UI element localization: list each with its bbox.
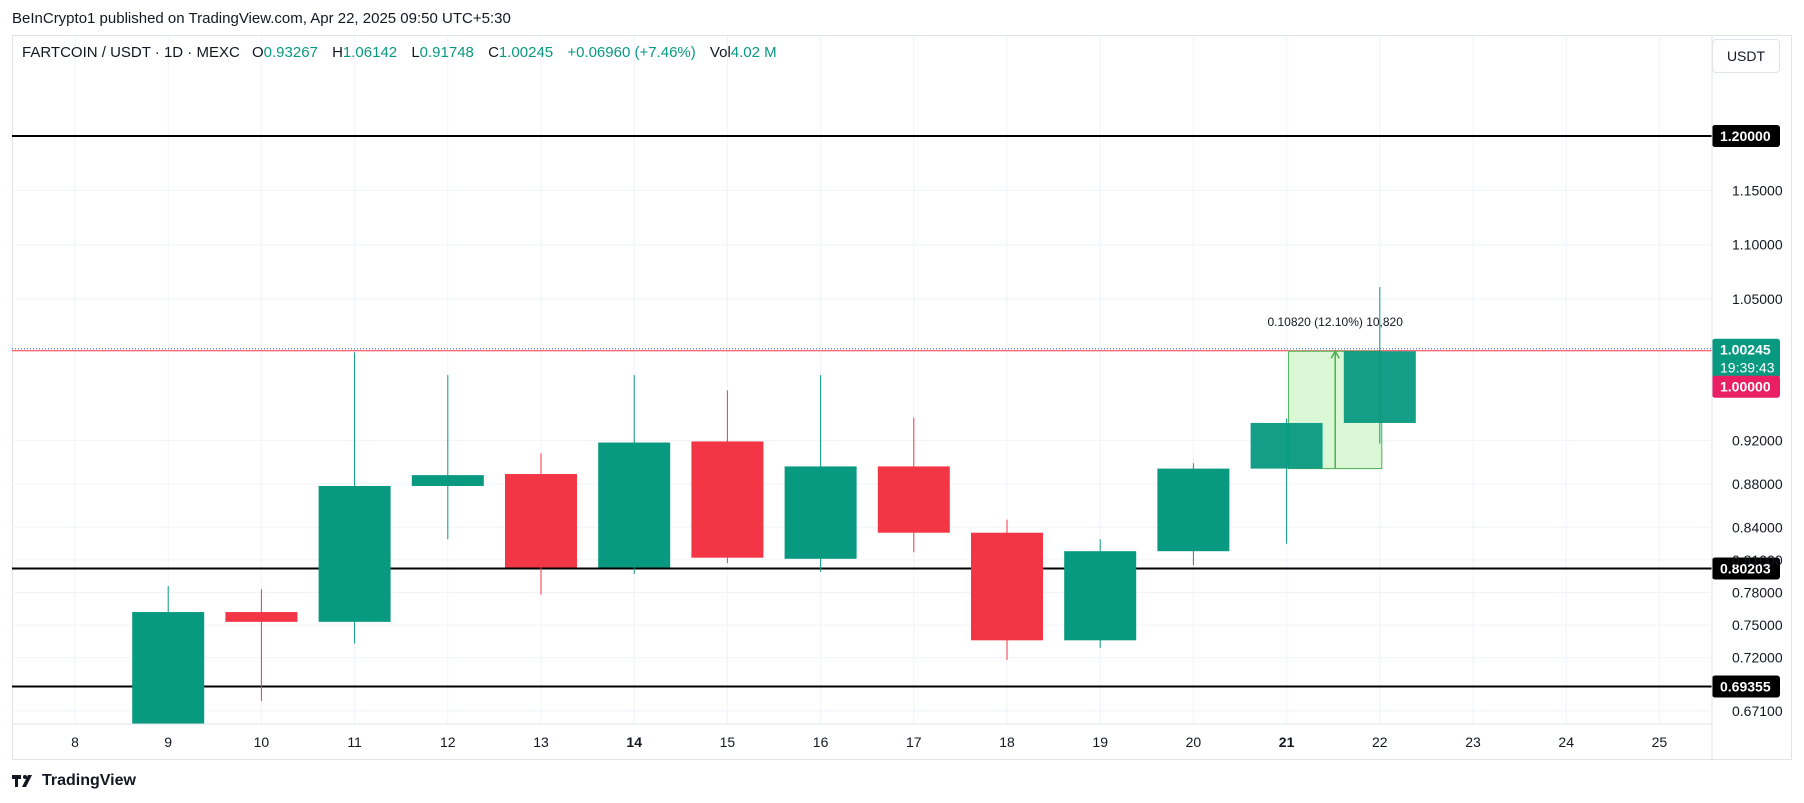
x-tick-label: 19 (1092, 734, 1108, 750)
currency-button[interactable]: USDT (1712, 39, 1780, 73)
candle (318, 352, 391, 644)
high-value: 1.06142 (342, 44, 398, 61)
publisher-attribution: BeInCrypto1 published on TradingView.com… (12, 10, 511, 27)
candle (1157, 463, 1230, 566)
x-tick-label: 9 (164, 734, 172, 750)
y-tick-label: 0.78000 (1732, 584, 1783, 600)
change-value: +0.06960 (+7.46%) (567, 44, 696, 61)
chart-frame (12, 35, 1792, 760)
candle (411, 375, 484, 540)
open-value: 0.93267 (263, 44, 318, 61)
candle (1343, 287, 1416, 444)
y-tick-label: 0.84000 (1732, 519, 1783, 535)
horizontal-levels: 1.20000 0.80203 0.69355 1.00245 19:39:43 1.00… (12, 125, 1780, 698)
alert-price-label: 1.00000 (1720, 379, 1771, 395)
high-label: H (332, 44, 343, 61)
x-tick-label: 16 (813, 734, 829, 750)
brand-name: TradingView (42, 772, 136, 789)
candle (1250, 418, 1323, 544)
candle-body (1343, 351, 1416, 423)
current-price-label-box (1712, 338, 1780, 379)
y-tick-label: 1.05000 (1732, 291, 1783, 307)
tradingview-brand[interactable]: TradingView (12, 772, 136, 790)
x-tick-label: 12 (440, 734, 456, 750)
candle (877, 417, 950, 553)
candle (225, 589, 298, 702)
x-tick-label: 18 (999, 734, 1015, 750)
x-tick-label: 8 (71, 734, 79, 750)
candle-body (225, 612, 298, 622)
candle-body (132, 612, 205, 724)
level-label-box (1712, 557, 1780, 580)
candle-body (505, 474, 577, 568)
level-label-box (1712, 675, 1780, 698)
candle-body (318, 485, 391, 622)
level-label: 0.69355 (1720, 678, 1771, 694)
x-tick-label: 17 (906, 734, 922, 750)
close-value: 1.00245 (498, 44, 554, 61)
candles (132, 287, 1416, 724)
x-tick-label: 22 (1372, 734, 1388, 750)
axes: 1.15000 1.10000 1.05000 0.92000 0.88000 0.840… (12, 36, 1783, 759)
symbol-label[interactable]: FARTCOIN / USDT · 1D · MEXC (22, 44, 240, 61)
candle-body (691, 441, 764, 558)
alert-price-label-box (1712, 375, 1780, 398)
x-tick-label: 24 (1558, 734, 1574, 750)
candle (691, 390, 764, 564)
x-tick-label: 25 (1652, 734, 1668, 750)
level-label-box (1712, 125, 1780, 148)
y-tick-label: 0.81000 (1732, 552, 1783, 568)
measure-arrowhead (1330, 349, 1340, 359)
candle-body (1064, 551, 1137, 641)
candle-body (1157, 468, 1230, 552)
volume-label: Vol (709, 44, 731, 61)
candle (1064, 539, 1137, 648)
low-label: L (411, 44, 420, 61)
x-tick-label: 15 (720, 734, 736, 750)
ohlc-legend: FARTCOIN / USDT · 1D · MEXC O0.93267 H1.… (22, 44, 777, 61)
low-value: 0.91748 (419, 44, 474, 61)
candle (505, 453, 577, 595)
y-tick-label: 0.92000 (1732, 432, 1783, 448)
level-label: 0.80203 (1720, 561, 1771, 577)
y-tick-label: 0.67100 (1732, 703, 1783, 719)
candle-body (877, 466, 950, 533)
open-label: O (251, 44, 264, 61)
x-tick-label: 20 (1186, 734, 1202, 750)
current-price-label: 1.00245 (1720, 342, 1771, 358)
y-tick-label: 1.10000 (1732, 237, 1783, 253)
candle-body (598, 442, 671, 568)
candle-body (411, 475, 484, 486)
tradingview-logo-icon (12, 775, 32, 787)
y-tick-label: 0.75000 (1732, 617, 1783, 633)
volume-value: 4.02 M (730, 44, 777, 61)
candle (784, 375, 857, 572)
candle (971, 519, 1043, 660)
candle-body (784, 466, 857, 559)
candle (132, 585, 205, 724)
close-label: C (488, 44, 499, 61)
candle-body (1250, 422, 1323, 469)
y-tick-label: 0.88000 (1732, 476, 1783, 492)
y-tick-label: 1.15000 (1732, 182, 1783, 198)
measure-label: 0.10820 (12.10%) 10,820 (1267, 315, 1403, 329)
x-tick-label: 13 (533, 734, 549, 750)
candle-body (971, 532, 1043, 641)
x-tick-label: 23 (1465, 734, 1481, 750)
candle-countdown-label: 19:39:43 (1720, 360, 1775, 376)
x-tick-label: 14 (626, 734, 642, 750)
y-tick-label: 0.72000 (1732, 650, 1783, 666)
level-label: 1.20000 (1720, 128, 1771, 144)
x-tick-label: 10 (254, 734, 270, 750)
candle (598, 375, 671, 575)
x-tick-label: 21 (1279, 734, 1295, 750)
x-tick-label: 11 (347, 734, 362, 750)
